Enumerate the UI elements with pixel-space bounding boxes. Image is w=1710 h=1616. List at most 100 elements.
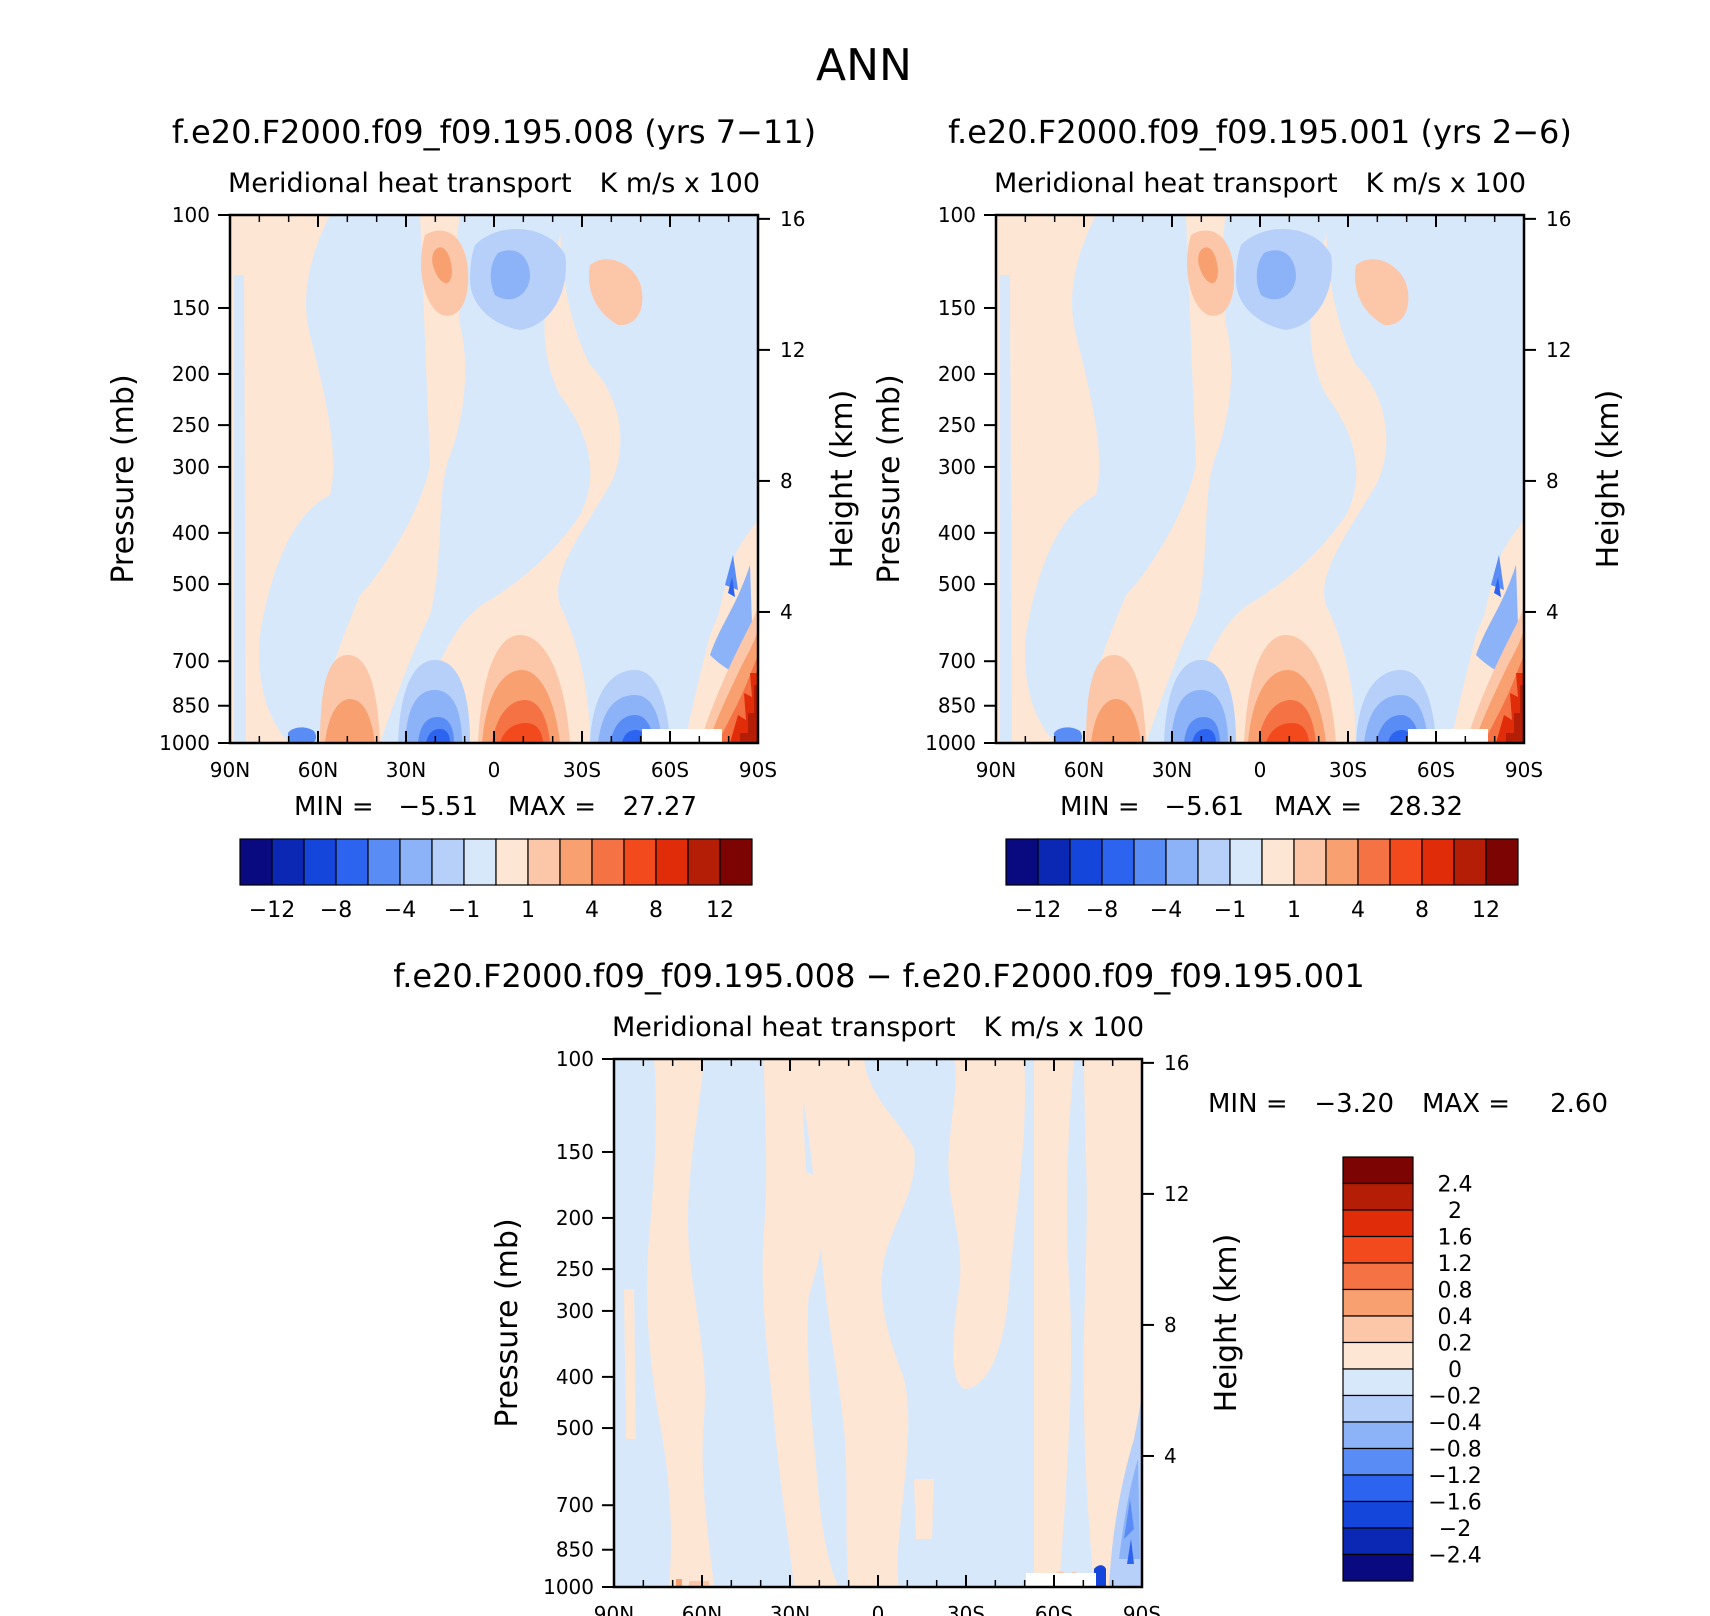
colorbar-cell (1342, 1209, 1414, 1238)
y-tick-label: 150 (938, 296, 976, 320)
colorbar-cell (1101, 838, 1135, 886)
colorbar-cell (1342, 1421, 1414, 1450)
colorbar-label: 1 (521, 898, 535, 923)
colorbar-label: −8 (1086, 898, 1118, 923)
x-tick-label: 60S (1035, 1602, 1073, 1616)
right-tick-label: 8 (1546, 469, 1559, 493)
colorbar-cell (591, 838, 625, 886)
colorbar-cell (303, 838, 337, 886)
colorbar-label: 0.8 (1438, 1279, 1473, 1304)
right-tick-label: 12 (780, 338, 805, 362)
y-tick-label: 850 (172, 694, 210, 718)
x-tick-label: 30S (947, 1602, 985, 1616)
colorbar-cell (399, 838, 433, 886)
y-tick-label: 300 (172, 455, 210, 479)
colorbar-cell (1197, 838, 1231, 886)
panel-title: f.e20.F2000.f09_f09.195.008 (yrs 7−11) (172, 113, 816, 151)
colorbar-cell (1342, 1553, 1414, 1582)
max-label: MAX = (1422, 1089, 1510, 1119)
colorbar-cell (1342, 1262, 1414, 1291)
y-tick-label: 500 (172, 572, 210, 596)
colorbar-cell (1005, 838, 1039, 886)
colorbar-cell (1069, 838, 1103, 886)
panel-c: f.e20.F2000.f09_f09.195.008 − f.e20.F200… (393, 957, 1608, 1616)
colorbar-label: −4 (384, 898, 416, 923)
x-tick-label: 60S (1417, 758, 1455, 782)
colorbar-cell (1421, 838, 1455, 886)
y-tick-label: 100 (556, 1047, 594, 1071)
colorbar-label: −4 (1150, 898, 1182, 923)
colorbar-label: −12 (249, 898, 295, 923)
colorbar-label: −1 (1214, 898, 1246, 923)
x-tick-label: 30N (1152, 758, 1192, 782)
colorbar-label: 0.2 (1438, 1332, 1473, 1357)
colorbar-label: 2 (1448, 1199, 1462, 1224)
colorbar-cell (1342, 1447, 1414, 1476)
colorbar-cell (1229, 838, 1263, 886)
colorbar-cell (1342, 1394, 1414, 1423)
y-tick-label: 850 (556, 1538, 594, 1562)
colorbar-cell (1342, 1474, 1414, 1503)
right-tick-label: 16 (1164, 1051, 1189, 1075)
y-tick-label: 200 (172, 362, 210, 386)
x-tick-label: 30N (386, 758, 426, 782)
colorbar-cell (367, 838, 401, 886)
y-tick-label: 200 (556, 1206, 594, 1230)
y-tick-label: 1000 (159, 731, 210, 755)
right-tick-label: 16 (780, 207, 805, 231)
y-tick-label: 500 (556, 1416, 594, 1440)
colorbar-label: 0 (1448, 1358, 1462, 1383)
y-tick-label: 300 (938, 455, 976, 479)
colorbar-label: 2.4 (1438, 1173, 1473, 1198)
colorbar-cell (1453, 838, 1487, 886)
colorbar-cell (1485, 838, 1519, 886)
x-tick-label: 60N (1064, 758, 1104, 782)
colorbar-label: −2.4 (1428, 1544, 1481, 1569)
panel-subtitle-left: Meridional heat transport (228, 168, 572, 199)
panel-subtitle-left: Meridional heat transport (994, 168, 1338, 199)
min-value: −5.51 (398, 792, 478, 822)
colorbar-label: 1 (1287, 898, 1301, 923)
y-tick-label: 400 (556, 1365, 594, 1389)
x-tick-label: 0 (488, 758, 501, 782)
colorbar-cell (495, 838, 529, 886)
panel-subtitle-right: K m/s x 100 (1366, 168, 1526, 199)
colorbar-cell (719, 838, 753, 886)
colorbar-cell (463, 838, 497, 886)
x-tick-label: 60S (651, 758, 689, 782)
right-tick-label: 8 (780, 469, 793, 493)
colorbar-cell (527, 838, 561, 886)
min-label: MIN = (1208, 1089, 1288, 1119)
right-tick-label: 8 (1164, 1313, 1177, 1337)
max-label: MAX = (508, 792, 596, 822)
colorbar-label: 8 (1415, 898, 1429, 923)
y-tick-label: 400 (172, 521, 210, 545)
y-tick-label: 700 (938, 649, 976, 673)
colorbar-label: −0.4 (1428, 1411, 1481, 1436)
colorbar-label: −0.8 (1428, 1438, 1481, 1463)
colorbar-label: 12 (706, 898, 734, 923)
y-tick-label: 500 (938, 572, 976, 596)
y-axis-label-right: Height (km) (1209, 1234, 1244, 1413)
panel-b: f.e20.F2000.f09_f09.195.001 (yrs 2−6) Me… (872, 113, 1626, 923)
x-tick-label: 0 (1254, 758, 1267, 782)
colorbar-label: 0.4 (1438, 1305, 1473, 1330)
colorbar-cell (1342, 1288, 1414, 1317)
colorbar-label: −0.2 (1428, 1385, 1481, 1410)
colorbar-cell (1342, 1235, 1414, 1264)
colorbar-cell (1261, 838, 1295, 886)
colorbar-cell (1342, 1315, 1414, 1344)
y-tick-label: 850 (938, 694, 976, 718)
min-value: −5.61 (1164, 792, 1244, 822)
colorbar-cell (1357, 838, 1391, 886)
colorbar-label: 12 (1472, 898, 1500, 923)
x-tick-label: 30S (563, 758, 601, 782)
colorbar-label: −12 (1015, 898, 1061, 923)
right-tick-label: 12 (1546, 338, 1571, 362)
y-axis-label-right: Height (km) (825, 390, 860, 569)
y-tick-label: 150 (556, 1140, 594, 1164)
colorbar-label: −1 (448, 898, 480, 923)
colorbar-cell (1293, 838, 1327, 886)
min-label: MIN = (294, 792, 374, 822)
